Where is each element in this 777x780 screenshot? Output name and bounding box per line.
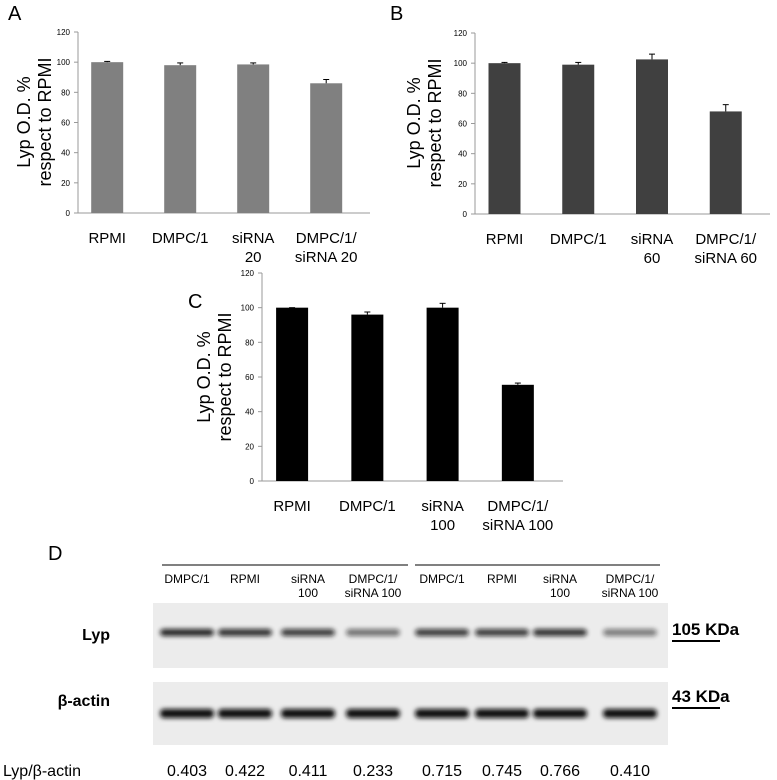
lane-label: siRNA 100	[543, 572, 577, 600]
blot-band	[415, 709, 469, 718]
x-tick-label: siRNA 100	[421, 498, 464, 534]
ratio-value: 0.745	[482, 763, 522, 780]
y-tick-label: 40	[61, 149, 70, 158]
panel-label: A	[8, 3, 22, 25]
size-marker: 105 KDa	[672, 620, 740, 639]
x-tick-label: siRNA 20	[232, 230, 275, 266]
blot-band	[603, 629, 657, 636]
bar	[636, 59, 668, 215]
panel-label: D	[48, 543, 62, 565]
lane-label: RPMI	[230, 572, 260, 586]
x-tick-label: siRNA 60	[631, 231, 674, 267]
blot-band	[475, 629, 529, 636]
blot-band	[533, 629, 587, 636]
ratio-label: Lyp/β-actin	[3, 763, 81, 780]
x-tick-label: RPMI	[88, 230, 126, 247]
bar	[237, 64, 270, 213]
y-axis-label: Lyp O.D. %respect to RPMI	[194, 312, 235, 441]
x-tick-label: RPMI	[273, 498, 311, 515]
ratio-value: 0.403	[167, 763, 207, 780]
blot-band	[160, 709, 214, 718]
y-axis-label: Lyp O.D. %respect to RPMI	[14, 57, 55, 186]
y-axis-label: Lyp O.D. %respect to RPMI	[404, 58, 445, 187]
x-tick-label: DMPC/1/siRNA 20	[295, 230, 358, 266]
x-tick-label: DMPC/1/siRNA 60	[694, 231, 757, 267]
ratio-value: 0.422	[225, 763, 265, 780]
ratio-value: 0.233	[353, 763, 393, 780]
y-tick-label: 80	[61, 88, 70, 97]
bar	[276, 307, 309, 481]
x-tick-label: DMPC/1	[339, 498, 396, 515]
y-tick-label: 60	[61, 119, 70, 128]
y-tick-label: 80	[245, 338, 254, 347]
y-tick-label: 100	[241, 304, 255, 313]
y-tick-label: 20	[245, 442, 254, 451]
lane-label: DMPC/1/siRNA 100	[602, 572, 659, 600]
blot-band	[346, 709, 400, 718]
bar	[501, 384, 534, 481]
blot-band	[281, 709, 335, 718]
row-label: β-actin	[58, 693, 110, 710]
bar	[310, 83, 343, 214]
y-tick-label: 100	[454, 59, 468, 68]
size-marker: 43 KDa	[672, 687, 730, 706]
bar	[91, 62, 124, 213]
y-tick-label: 20	[61, 179, 70, 188]
y-tick-label: 60	[245, 373, 254, 382]
y-tick-label: 60	[458, 120, 467, 129]
bar	[562, 64, 595, 214]
panel-label: C	[188, 291, 202, 313]
ratio-value: 0.766	[540, 763, 580, 780]
panel-label: B	[390, 3, 403, 25]
row-label: Lyp	[82, 627, 110, 644]
blot-band	[415, 629, 469, 636]
y-tick-label: 80	[458, 89, 467, 98]
bar	[488, 63, 521, 214]
lane-label: DMPC/1	[164, 572, 210, 586]
x-tick-label: DMPC/1/siRNA 100	[482, 498, 553, 534]
y-tick-label: 100	[57, 58, 71, 67]
blot-band	[160, 629, 214, 636]
bar	[164, 65, 197, 213]
y-tick-label: 0	[66, 209, 71, 218]
ratio-value: 0.410	[610, 763, 650, 780]
blot-band	[475, 709, 529, 718]
blot-band	[218, 629, 272, 636]
y-tick-label: 40	[458, 150, 467, 159]
bar	[351, 314, 384, 481]
blot-band	[281, 629, 335, 636]
lane-label: DMPC/1	[419, 572, 465, 586]
y-tick-label: 40	[245, 408, 254, 417]
blot-band	[533, 709, 587, 718]
y-tick-label: 0	[250, 477, 255, 486]
y-tick-label: 120	[241, 269, 255, 278]
ratio-value: 0.411	[289, 763, 328, 780]
lane-label: DMPC/1/siRNA 100	[345, 572, 402, 600]
blot-band	[346, 629, 400, 636]
x-tick-label: DMPC/1	[152, 230, 209, 247]
x-tick-label: RPMI	[486, 231, 524, 248]
lane-label: siRNA 100	[291, 572, 325, 600]
ratio-value: 0.715	[422, 763, 462, 780]
bar	[426, 307, 459, 481]
blot-band	[603, 709, 657, 718]
lane-label: RPMI	[487, 572, 517, 586]
y-tick-label: 120	[454, 29, 468, 38]
y-tick-label: 120	[57, 28, 71, 37]
y-tick-label: 0	[463, 210, 468, 219]
bar	[709, 111, 742, 214]
x-tick-label: DMPC/1	[550, 231, 607, 248]
y-tick-label: 20	[458, 180, 467, 189]
blot-band	[218, 709, 272, 718]
